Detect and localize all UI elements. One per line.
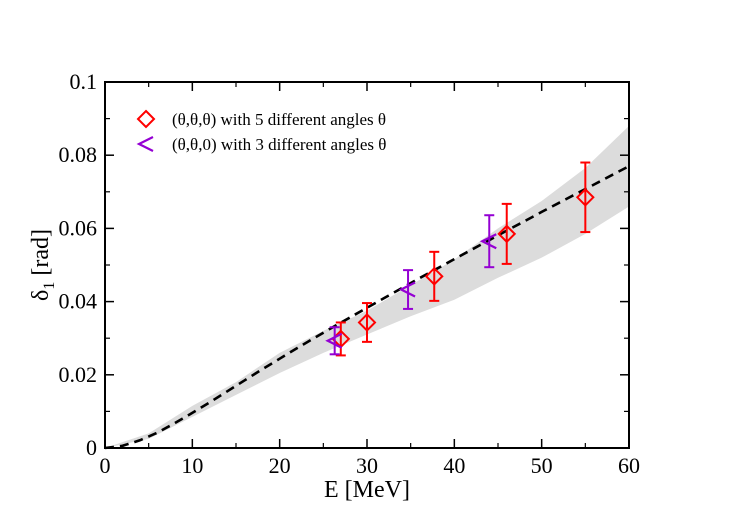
data-point-diamond (497, 224, 517, 244)
y-tick-label: 0.06 (59, 215, 98, 240)
legend-label-series-2: (θ,θ,0) with 3 different angles θ (172, 135, 386, 154)
x-tick-label: 40 (443, 453, 465, 478)
svg-text:δ1[rad]: δ1 [rad] (28, 229, 58, 301)
data-point-triangle-left (479, 233, 497, 250)
x-tick-label: 0 (100, 453, 111, 478)
y-axis-title: δ1 [rad] (28, 229, 58, 301)
y-tick-label: 0 (86, 435, 97, 460)
axis-ticks-layer: 0 10 20 30 40 50 60 0 0.02 0.04 0.06 0.08 0.1 (59, 69, 641, 478)
x-axis-title: E [MeV] (324, 477, 410, 503)
x-tick-label: 30 (356, 453, 378, 478)
data-point-diamond (424, 266, 444, 286)
legend-marker-diamond (136, 109, 156, 129)
fit-curve-layer (104, 165, 630, 450)
data-point-triangle-left (398, 281, 416, 298)
data-series-layer (325, 161, 595, 357)
y-axis-title-unit: [rad] (28, 229, 54, 276)
y-axis-title-main: δ (28, 290, 54, 301)
y-axis-title-subscript: 1 (41, 282, 58, 290)
data-point-diamond (357, 313, 377, 332)
y-tick-label: 0.08 (59, 142, 98, 167)
x-tick-label: 20 (269, 453, 291, 478)
legend-label-series-1: (θ,θ,θ) with 5 different angles θ (172, 110, 386, 129)
legend-marker-triangle-left (136, 136, 154, 152)
y-tick-label: 0.1 (70, 69, 98, 94)
x-tick-label: 10 (181, 453, 203, 478)
uncertainty-band-layer (105, 125, 629, 449)
data-point-triangle-left (325, 332, 343, 349)
y-tick-label: 0.02 (59, 362, 98, 387)
x-tick-label: 50 (531, 453, 553, 478)
legend: (θ,θ,θ) with 5 different angles θ (θ,θ,0… (136, 109, 386, 154)
data-point-diamond (575, 187, 595, 207)
fit-curve-dashed (104, 165, 630, 450)
x-tick-label: 60 (618, 453, 640, 478)
y-tick-label: 0.04 (59, 289, 98, 314)
uncertainty-band (105, 125, 629, 449)
